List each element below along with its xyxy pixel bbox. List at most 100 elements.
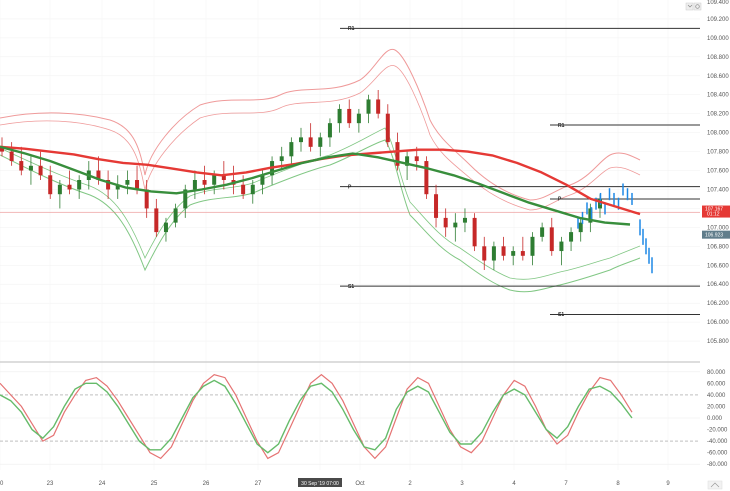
candle-body (549, 227, 554, 252)
price-tick-label: 106.800 (707, 244, 729, 250)
time-tick-label: 4 (512, 481, 516, 487)
candle-body (96, 170, 101, 180)
candles (0, 90, 653, 274)
pivot-label: R1 (348, 26, 355, 32)
price-tick-label: 106.400 (707, 282, 729, 288)
candle-body (163, 222, 168, 233)
candle-body (38, 165, 43, 176)
candle-body (19, 161, 24, 171)
candle-body (366, 99, 371, 114)
time-tick-label: 3 (460, 481, 464, 487)
osc-tick-label: -60.000 (707, 451, 728, 457)
candle-body (491, 246, 496, 261)
time-tick-label: 7 (564, 481, 568, 487)
candle-body (279, 156, 284, 162)
candle-body (183, 189, 188, 209)
candle-body (241, 184, 246, 195)
candle-body (501, 246, 506, 256)
candle-body (395, 142, 400, 166)
candle-body (202, 180, 207, 185)
osc-tick-label: 20.000 (707, 404, 726, 410)
candle-body (462, 217, 467, 223)
candle-body (115, 184, 120, 190)
candle-body (192, 180, 197, 190)
candle-body (260, 175, 265, 185)
candle-body (9, 151, 14, 162)
osc-tick-label: 0.000 (707, 416, 723, 422)
price-tick-label: 106.000 (707, 320, 729, 326)
time-tick-label: 26 (203, 481, 210, 487)
price-tick-label: 108.800 (707, 55, 729, 61)
candle-body (173, 208, 178, 223)
time-tick-label: 25 (151, 481, 158, 487)
candle-body (154, 208, 159, 233)
candle-body (327, 123, 332, 138)
pivot-label: P (348, 184, 352, 190)
gear-icon[interactable] (693, 2, 702, 11)
candle-body (67, 184, 72, 190)
price-tick-label: 105.800 (707, 339, 729, 345)
candle-body (424, 161, 429, 195)
candle-body (405, 156, 410, 166)
candle-body (559, 241, 564, 252)
price-tick-label: 108.400 (707, 93, 729, 99)
price-badge-value: 106.923 (705, 233, 723, 239)
scale-icon[interactable] (707, 480, 723, 490)
price-tick-label: 109.000 (707, 36, 729, 42)
price-badge (702, 230, 730, 239)
candle-body (77, 180, 82, 190)
price-tick-label: 107.800 (707, 150, 729, 156)
pivot-label: P (558, 197, 562, 203)
pivot-label: S1 (558, 312, 564, 318)
candle-body (318, 137, 323, 147)
price-tick-label: 108.200 (707, 112, 729, 118)
candle-body (588, 208, 593, 223)
candle-body (106, 180, 111, 190)
time-tick-label: 23 (47, 481, 54, 487)
candle-body (135, 180, 140, 190)
chevron-collapse-icon[interactable] (685, 2, 694, 11)
price-tick-label: 107.600 (707, 169, 729, 175)
price-badge-countdown: 01:12 (707, 212, 720, 218)
candle-body (540, 227, 545, 237)
osc-tick-label: 60.000 (707, 381, 726, 387)
candle-body (289, 142, 294, 157)
oscillator-axis: 80.000 60.000 40.000 20.000 0.000 -20.000 -40.… (707, 370, 728, 468)
time-tick-label: Oct (355, 481, 365, 487)
osc-tick-label: -80.000 (707, 462, 728, 468)
candle-body (250, 184, 255, 195)
time-hover-badge (298, 478, 342, 487)
time-hover-label: 30 Sep '19 07:00 (301, 481, 339, 487)
candle-body (337, 108, 342, 124)
price-tick-label: 109.200 (707, 17, 729, 23)
price-tick-label: 106.200 (707, 301, 729, 307)
candle-body (414, 156, 419, 162)
candle-body (376, 99, 381, 114)
candle-body (299, 137, 303, 143)
candle-body (308, 137, 313, 147)
price-tick-label: 108.000 (707, 131, 729, 137)
time-tick-label: 8 (616, 481, 620, 487)
candle-body (530, 236, 535, 256)
candle-body (434, 194, 439, 218)
candle-body (443, 217, 448, 228)
oscillator-lines (0, 373, 633, 460)
candle-body (221, 175, 226, 180)
candle-body (28, 165, 33, 171)
oscillator-line-green (0, 379, 633, 454)
candle-body (482, 246, 487, 261)
moving-averages (0, 145, 641, 226)
time-tick-label: 20 (0, 481, 4, 487)
price-badge (702, 205, 730, 218)
price-badge-value: 107.167 (705, 207, 723, 213)
candle-body (356, 113, 361, 124)
candle-body (212, 175, 217, 185)
price-axis: 109.200 109.000 108.800 108.600 108.400 108.2… (707, 0, 729, 345)
candle-body (511, 251, 516, 256)
pivot-label: S1 (348, 284, 354, 290)
price-tick-label: 107.400 (707, 187, 729, 193)
osc-tick-label: 80.000 (707, 370, 726, 376)
main-grid (0, 0, 700, 470)
